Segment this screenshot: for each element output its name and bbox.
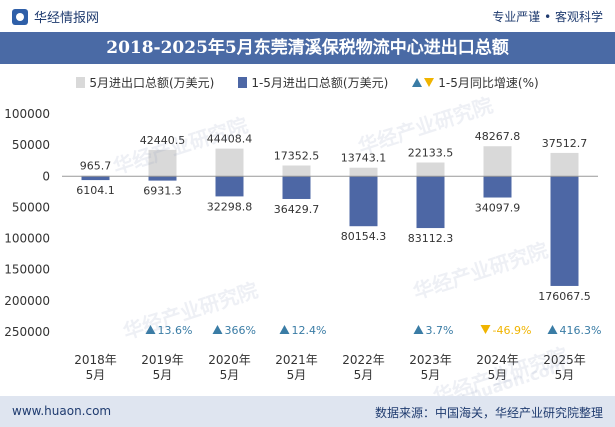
growth-label: -46.9% bbox=[493, 324, 532, 337]
growth-label: 12.4% bbox=[292, 324, 327, 337]
y-tick-label: 150000 bbox=[4, 263, 50, 277]
growth-up-marker bbox=[279, 325, 290, 334]
x-tick-label: 2022年 bbox=[342, 353, 385, 367]
bar-ytd bbox=[483, 176, 512, 198]
bar-month bbox=[148, 149, 177, 177]
legend-item-growth[interactable]: 1-5月同比增速(%) bbox=[412, 74, 539, 91]
bar-month bbox=[215, 148, 244, 177]
x-tick-label: 5月 bbox=[153, 368, 173, 382]
growth-up-marker bbox=[547, 325, 558, 334]
triangle-down-icon bbox=[424, 77, 435, 87]
bar-ytd bbox=[282, 176, 311, 199]
data-label-ytd: 6931.3 bbox=[143, 185, 182, 198]
brand[interactable]: 华经情报网 bbox=[12, 7, 99, 26]
legend-swatch-bar1 bbox=[76, 76, 86, 88]
legend-label-growth: 1-5月同比增速(%) bbox=[438, 75, 539, 90]
footer: www.huaon.com 数据来源：中国海关，华经产业研究院整理 bbox=[0, 396, 615, 427]
x-tick-label: 2019年 bbox=[141, 353, 184, 367]
legend-label-bar1: 5月进出口总额(万美元) bbox=[89, 75, 215, 90]
bar-month bbox=[550, 152, 579, 177]
y-tick-label: 100000 bbox=[4, 232, 50, 246]
y-tick-label: 50000 bbox=[12, 138, 50, 152]
data-label-month: 42440.5 bbox=[140, 134, 186, 147]
bar-month bbox=[349, 167, 378, 177]
growth-label: 366% bbox=[225, 324, 256, 337]
y-tick-label: 200000 bbox=[4, 294, 50, 308]
data-label-ytd: 80154.3 bbox=[341, 230, 387, 243]
x-tick-label: 5月 bbox=[287, 368, 307, 382]
data-label-ytd: 6104.1 bbox=[76, 184, 115, 197]
data-label-month: 13743.1 bbox=[341, 152, 387, 165]
bar-month bbox=[483, 146, 512, 177]
data-label-month: 965.7 bbox=[80, 160, 112, 173]
data-label-month: 22133.5 bbox=[408, 146, 454, 159]
data-label-ytd: 32298.8 bbox=[207, 200, 253, 213]
y-tick-label: 0 bbox=[42, 169, 50, 183]
bar-ytd bbox=[215, 176, 244, 197]
data-label-month: 44408.4 bbox=[207, 133, 253, 146]
x-tick-label: 5月 bbox=[354, 368, 374, 382]
growth-label: 13.6% bbox=[158, 324, 193, 337]
growth-label: 416.3% bbox=[560, 324, 602, 337]
legend-item-bar1[interactable]: 5月进出口总额(万美元) bbox=[76, 74, 214, 91]
x-tick-label: 2020年 bbox=[208, 353, 251, 367]
data-label-month: 37512.7 bbox=[542, 137, 588, 150]
growth-up-marker bbox=[212, 325, 223, 334]
x-tick-label: 5月 bbox=[421, 368, 441, 382]
bar-ytd bbox=[148, 176, 177, 181]
data-label-ytd: 36429.7 bbox=[274, 203, 320, 216]
brand-name: 华经情报网 bbox=[34, 11, 100, 26]
top-bar: 华经情报网 专业严谨 • 客观科学 bbox=[0, 0, 615, 32]
legend-swatch-bar2 bbox=[238, 76, 248, 88]
bar-ytd bbox=[81, 176, 110, 181]
data-label-month: 17352.5 bbox=[274, 149, 320, 162]
bar-chart: 100000 50000 0 50000 100000 150000 200000 25000… bbox=[4, 107, 602, 382]
y-tick-label: 250000 bbox=[4, 325, 50, 339]
title-bar: 2018-2025年5月东莞清溪保税物流中心进出口总额 bbox=[0, 32, 615, 64]
x-tick-label: 5月 bbox=[86, 368, 106, 382]
bar-ytd bbox=[416, 176, 445, 229]
y-tick-label: 100000 bbox=[4, 107, 50, 121]
bar-ytd bbox=[550, 176, 579, 286]
y-tick-label: 50000 bbox=[12, 200, 50, 214]
data-label-ytd: 83112.3 bbox=[408, 232, 454, 245]
x-tick-label: 5月 bbox=[220, 368, 240, 382]
growth-label: 3.7% bbox=[426, 324, 454, 337]
x-tick-label: 2018年 bbox=[74, 353, 117, 367]
legend-label-bar2: 1-5月进出口总额(万美元) bbox=[251, 75, 389, 90]
x-tick-label: 2024年 bbox=[476, 353, 519, 367]
x-tick-label: 5月 bbox=[488, 368, 508, 382]
data-label-ytd: 34097.9 bbox=[475, 202, 521, 215]
x-tick-label: 5月 bbox=[555, 368, 575, 382]
bar-month bbox=[416, 162, 445, 177]
bar-ytd bbox=[349, 176, 378, 227]
x-tick-label: 2025年 bbox=[543, 353, 586, 367]
x-tick-label: 2023年 bbox=[409, 353, 452, 367]
chart-title: 2018-2025年5月东莞清溪保税物流中心进出口总额 bbox=[106, 38, 509, 58]
brand-logo-icon bbox=[12, 8, 28, 25]
data-label-ytd: 176067.5 bbox=[538, 290, 591, 303]
growth-up-marker bbox=[145, 325, 156, 334]
legend-item-bar2[interactable]: 1-5月进出口总额(万美元) bbox=[238, 74, 388, 91]
legend: 5月进出口总额(万美元) 1-5月进出口总额(万美元) 1-5月同比增速(%) bbox=[0, 72, 615, 92]
bar-month bbox=[282, 165, 311, 177]
triangle-up-icon bbox=[412, 77, 423, 87]
growth-up-marker bbox=[413, 325, 424, 334]
data-label-month: 48267.8 bbox=[475, 130, 521, 143]
x-tick-label: 2021年 bbox=[275, 353, 318, 367]
tagline: 专业严谨 • 客观科学 bbox=[492, 10, 603, 24]
footer-source: 数据来源：中国海关，华经产业研究院整理 bbox=[374, 406, 603, 420]
footer-website[interactable]: www.huaon.com bbox=[12, 404, 112, 418]
growth-down-marker bbox=[480, 325, 491, 334]
